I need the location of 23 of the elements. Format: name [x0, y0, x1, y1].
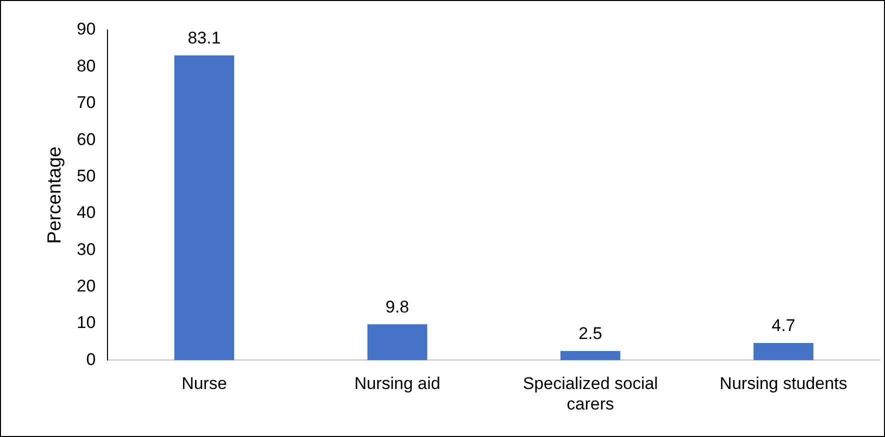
y-tick-label: 0 [86, 350, 96, 369]
data-label: 2.5 [578, 324, 602, 344]
y-tick-label: 90 [76, 20, 96, 39]
bar [560, 351, 620, 360]
y-tick-label: 10 [76, 313, 96, 332]
y-tick-label: 80 [76, 56, 96, 76]
bar [367, 324, 428, 360]
data-label: 9.8 [386, 297, 410, 316]
y-tick-label: 40 [76, 203, 96, 222]
y-tick-label: 70 [76, 93, 96, 112]
x-tick-label: Specialized social carers [522, 374, 658, 414]
data-label: 83.1 [188, 28, 221, 48]
data-label: 4.7 [772, 316, 796, 336]
y-axis-title: Percentage [44, 146, 66, 244]
y-tick-label: 20 [76, 276, 96, 296]
x-tick-label: Nursing students [720, 374, 848, 394]
bar [754, 342, 814, 360]
x-tick-label: Nurse [182, 374, 227, 394]
y-tick-label: 60 [76, 130, 96, 149]
bar [174, 55, 234, 360]
y-tick-label: 50 [76, 166, 96, 186]
y-tick-label: 30 [76, 240, 96, 259]
x-tick-label: Nursing aid [354, 374, 440, 394]
